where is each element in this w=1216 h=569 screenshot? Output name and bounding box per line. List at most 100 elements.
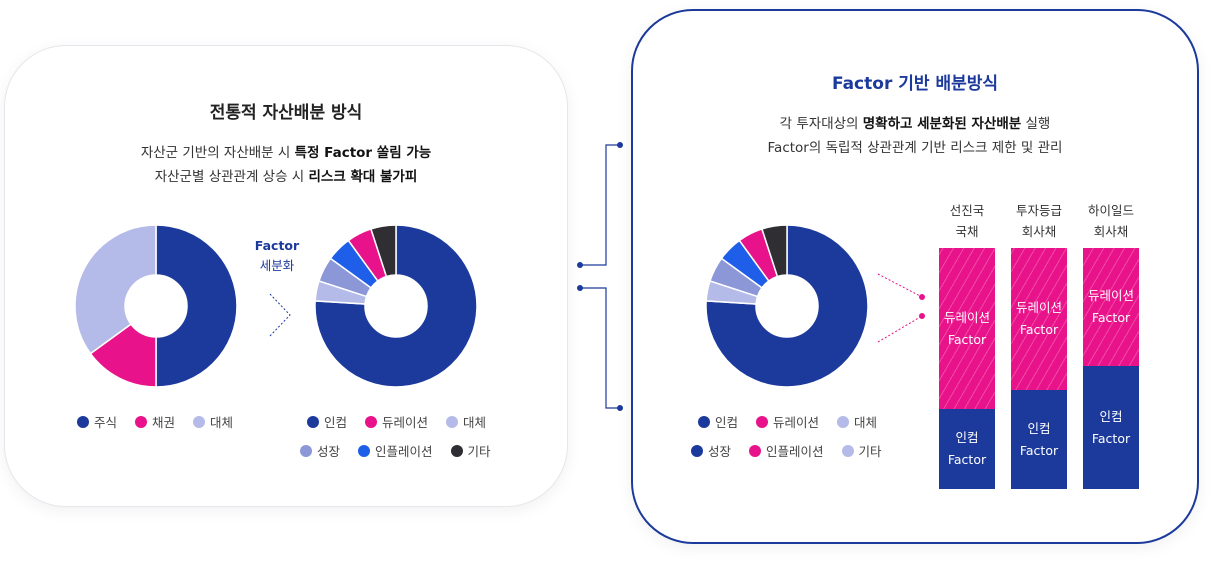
legend-item: 듀레이션 (756, 412, 819, 431)
legend-swatch (300, 444, 312, 457)
panel-description: 자산군 기반의 자산배분 시 특정 Factor 쏠림 가능 자산군별 상관관계… (5, 141, 567, 189)
legend-label: 인플레이션 (375, 444, 433, 459)
right-legend-row1: 인컴 듀레이션 대체 (698, 412, 895, 431)
legend-label: 기타 (467, 444, 491, 459)
panel-title: 전통적 자산배분 방식 (209, 103, 363, 123)
legend-label: 대체 (854, 415, 878, 430)
desc-line1-bold: 명확하고 세분화된 자산배분 (862, 116, 1022, 132)
segment-label: Factor (1091, 310, 1131, 325)
factor-tag-title: Factor (254, 238, 300, 253)
legend-swatch (841, 444, 854, 457)
pointer-lines (877, 273, 925, 343)
legend-item: 기타 (841, 441, 882, 460)
legend-swatch (837, 415, 850, 428)
segment-label: 듀레이션 (943, 309, 990, 325)
donut-slice-기타 (370, 224, 397, 278)
duration-factor-segment: 듀레이션 Factor (1011, 248, 1067, 390)
donut-slice-기타 (761, 224, 788, 278)
desc-line2-text: 자산군별 상관관계 상승 시 (154, 169, 309, 185)
factor-donut-chart-right (705, 224, 869, 388)
legend-label: 성장 (708, 444, 732, 459)
legend-item: 성장 (300, 441, 340, 460)
legend-label: 듀레이션 (382, 415, 429, 430)
legend-swatch (358, 444, 371, 457)
legend-swatch (450, 444, 463, 457)
legend-label: 대체 (210, 415, 234, 430)
asset-class-legend: 주식 채권 대체 (77, 412, 251, 431)
segment-label: Factor (1091, 430, 1131, 446)
bar-heading: 선진국 국채 (927, 200, 1007, 242)
legend-item: 듀레이션 (365, 412, 428, 431)
chevron-right-icon (269, 293, 291, 337)
legend-label: 인컴 (715, 415, 739, 430)
legend-item: 인컴 (698, 412, 738, 431)
duration-factor-segment: 듀레이션 Factor (1083, 248, 1139, 366)
bar-heading-line: 투자등급 (1015, 203, 1062, 218)
panel-title: Factor 기반 배분방식 (831, 74, 999, 94)
legend-item: 주식 (77, 412, 117, 431)
legend-item: 대체 (837, 412, 877, 431)
segment-label: 듀레이션 (1015, 300, 1062, 315)
factor-legend-row1: 인컴 듀레이션 대체 (307, 412, 504, 431)
segment-label: 인컴 (1027, 420, 1051, 436)
legend-swatch (135, 415, 148, 428)
legend-item: 대체 (446, 412, 486, 431)
panel-description: 각 투자대상의 명확하고 세분화된 자산배분 실행 Factor의 독립적 상관… (633, 112, 1197, 160)
legend-label: 채권 (152, 415, 176, 430)
donut-slice-대체 (74, 224, 157, 355)
legend-swatch (77, 415, 89, 428)
desc-line1-text: 각 투자대상의 (779, 116, 863, 132)
bar-heading-line: 회사채 (1021, 224, 1057, 239)
segment-label: 인컴 (1099, 408, 1123, 424)
segment-label: 듀레이션 (1087, 288, 1134, 303)
legend-label: 인플레이션 (766, 444, 824, 459)
right-legend-row2: 성장 인플레이션 기타 (691, 441, 900, 460)
desc-line1-bold: 특정 Factor 쏠림 가능 (294, 145, 432, 161)
factor-breakdown-label: Factor 세분화 (248, 236, 306, 276)
factor-legend-row2: 성장 인플레이션 기타 (300, 441, 509, 460)
bracket-connector (577, 142, 623, 411)
donut-slice-인컴 (314, 224, 478, 388)
legend-label: 주식 (94, 415, 118, 430)
income-factor-segment: 인컴 Factor (1083, 366, 1139, 489)
donut-slice-주식 (155, 224, 238, 388)
segment-label: Factor (947, 331, 987, 347)
desc-line1-text: 자산군 기반의 자산배분 시 (140, 145, 295, 161)
legend-swatch (365, 415, 378, 428)
legend-label: 기타 (858, 444, 882, 459)
legend-item: 인컴 (307, 412, 347, 431)
legend-swatch (307, 415, 319, 428)
duration-factor-segment: 듀레이션 Factor (939, 248, 995, 409)
income-factor-segment: 인컴 Factor (939, 409, 995, 489)
legend-label: 인컴 (324, 415, 348, 430)
desc-line1-tail: 실행 (1021, 116, 1051, 132)
segment-label: Factor (1019, 322, 1059, 337)
factor-tag-subtitle: 세분화 (259, 258, 295, 273)
asset-class-donut-chart (74, 224, 238, 388)
factor-donut-chart (314, 224, 478, 388)
legend-swatch (193, 415, 206, 428)
stacked-bar: 듀레이션 Factor 인컴 Factor (1083, 248, 1139, 489)
desc-line2-bold: 리스크 확대 불가피 (308, 169, 418, 185)
stacked-bar: 듀레이션 Factor 인컴 Factor (939, 248, 995, 489)
legend-item: 인플레이션 (749, 441, 824, 460)
legend-item: 대체 (193, 412, 233, 431)
legend-swatch (698, 415, 710, 428)
donut-slice-인컴 (705, 224, 869, 388)
legend-item: 성장 (691, 441, 731, 460)
legend-label: 듀레이션 (773, 415, 820, 430)
bar-heading-line: 회사채 (1093, 224, 1129, 239)
legend-item: 채권 (135, 412, 175, 431)
income-factor-segment: 인컴 Factor (1011, 390, 1067, 489)
legend-item: 인플레이션 (358, 441, 433, 460)
desc-line2-text: Factor의 독립적 상관관계 기반 리스크 제한 및 관리 (767, 140, 1063, 156)
legend-swatch (756, 415, 769, 428)
legend-label: 대체 (463, 415, 487, 430)
bar-heading-line: 국채 (955, 224, 979, 239)
legend-swatch (749, 444, 762, 457)
legend-swatch (691, 444, 703, 457)
legend-label: 성장 (317, 444, 341, 459)
bar-heading-line: 하이일드 (1087, 203, 1134, 218)
segment-label: 인컴 (955, 430, 979, 445)
